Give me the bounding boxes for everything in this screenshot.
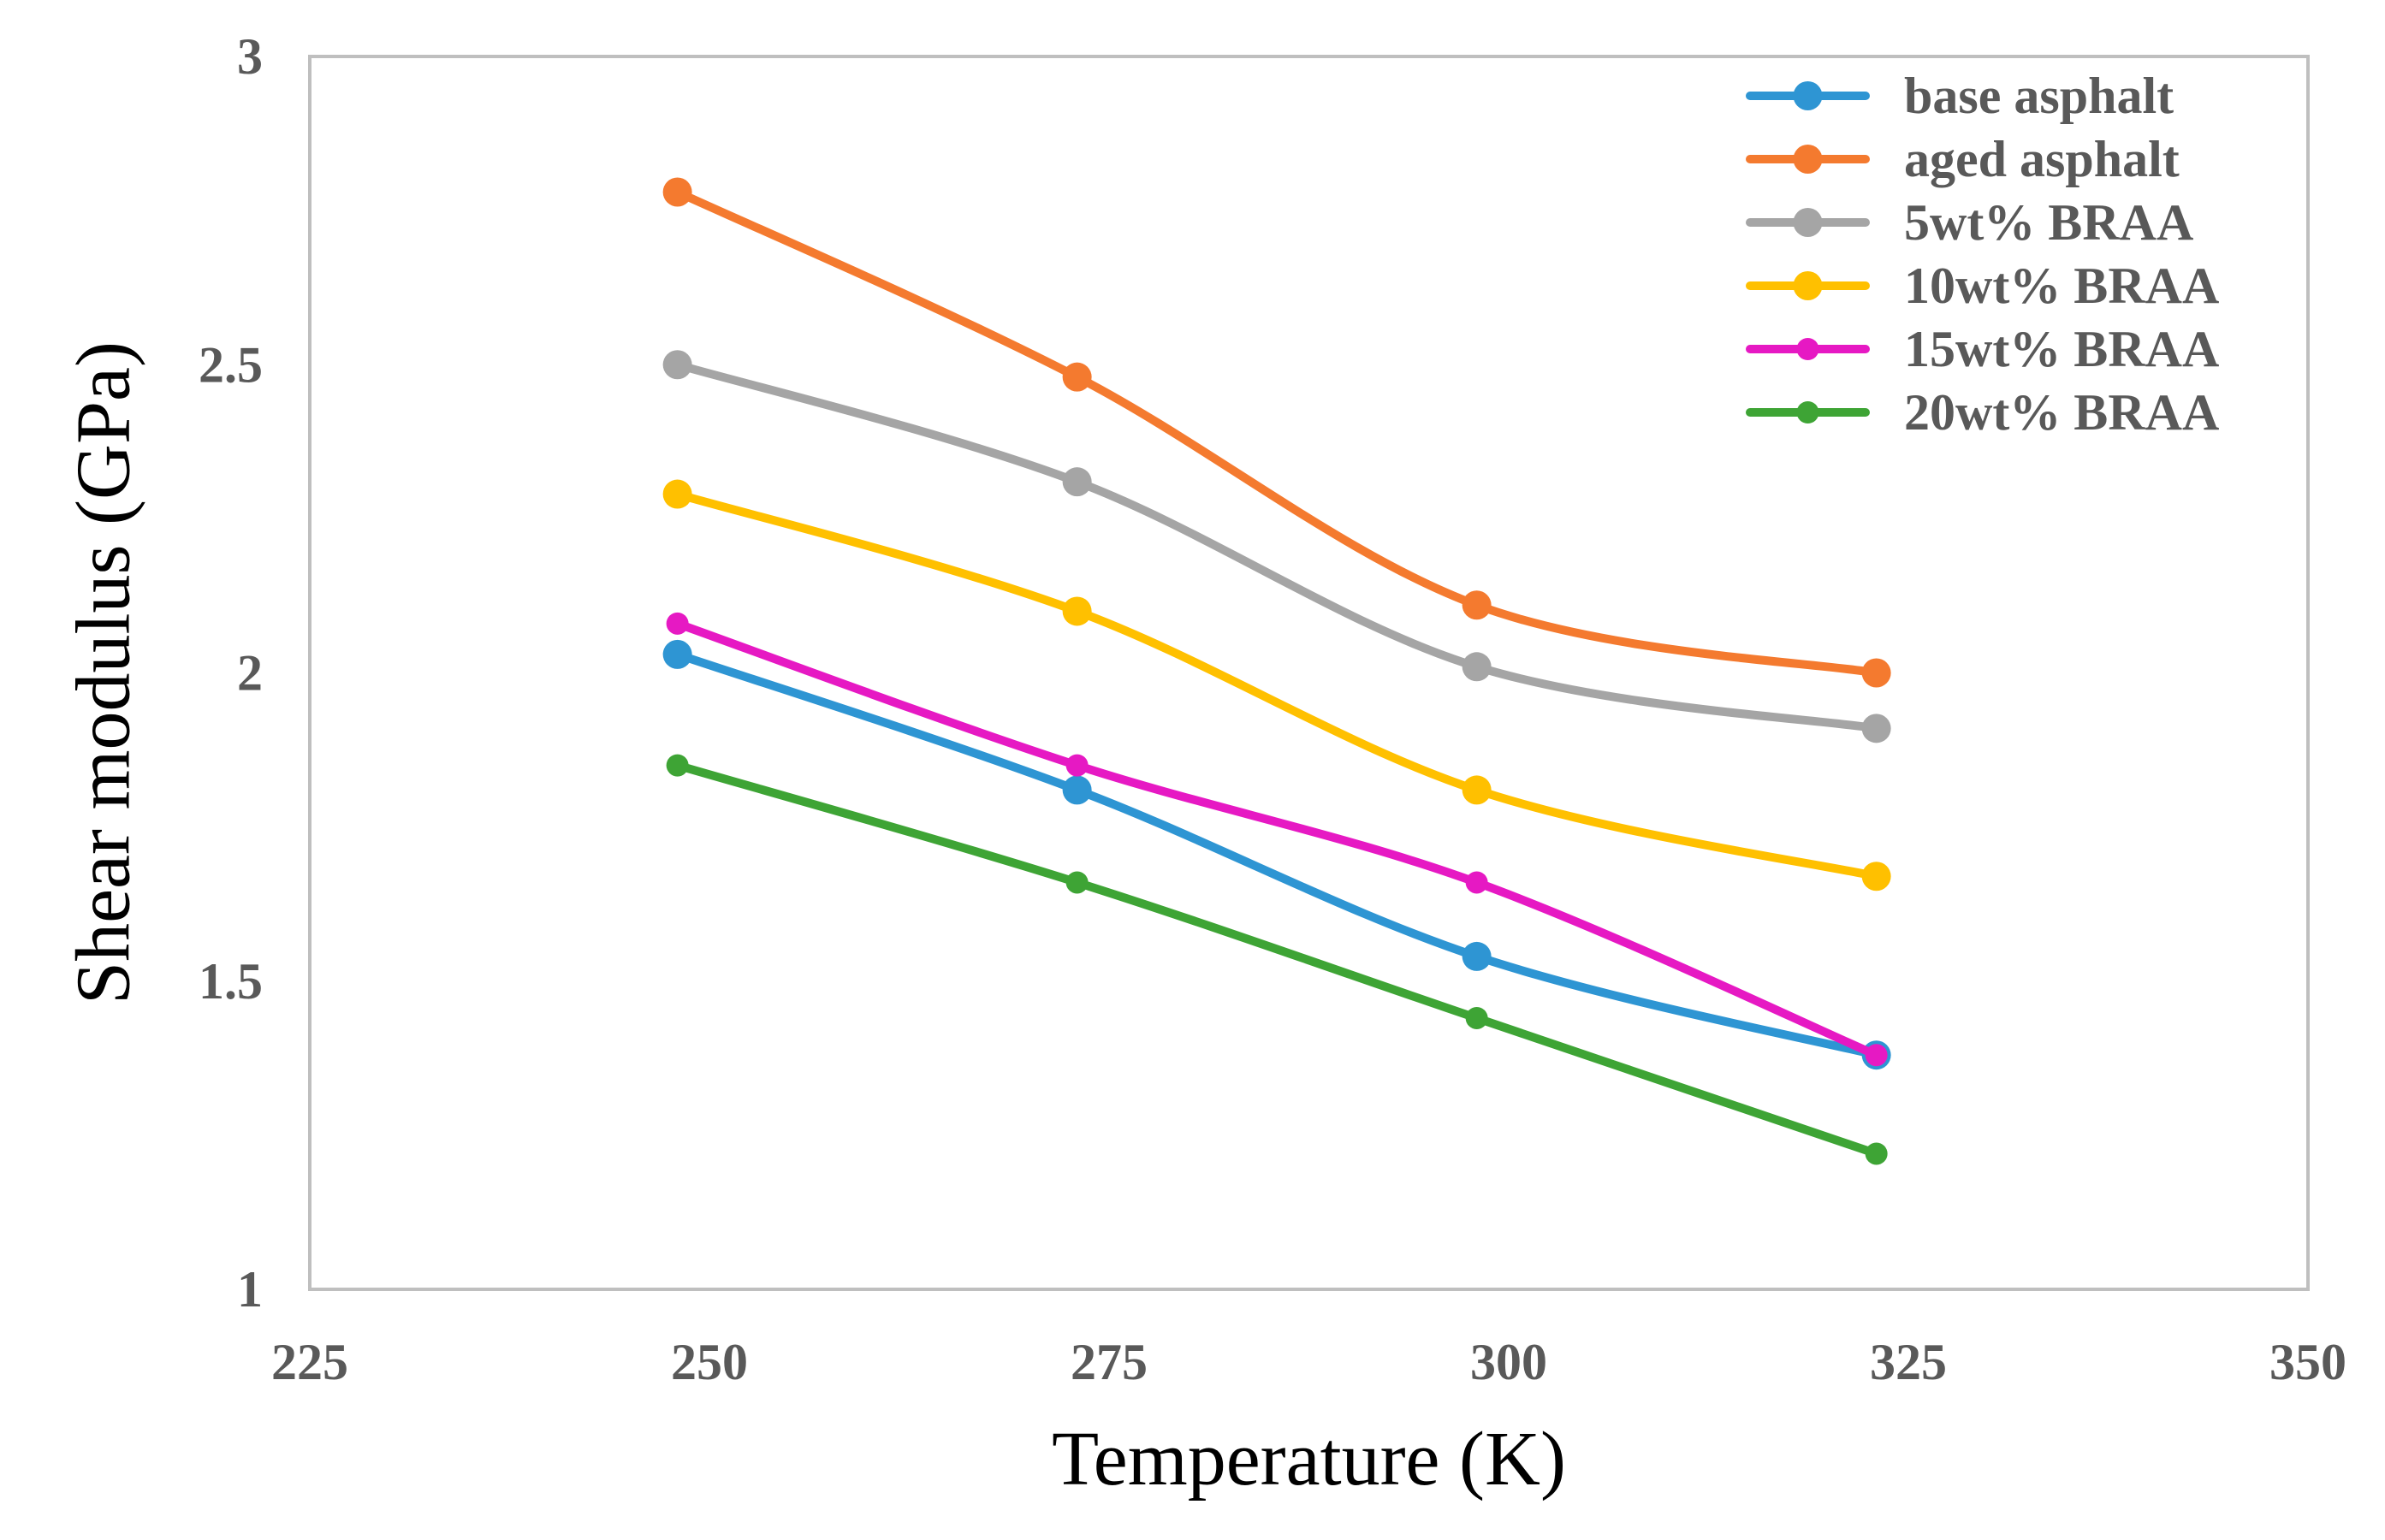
data-point bbox=[1062, 467, 1092, 497]
series-line bbox=[673, 360, 1881, 733]
data-point bbox=[1062, 596, 1092, 626]
legend-item: base asphalt bbox=[1746, 68, 2174, 124]
data-point bbox=[1062, 362, 1092, 392]
x-axis-ticks: 225 250 275 300 325 350 bbox=[271, 1334, 2346, 1390]
data-point bbox=[1861, 658, 1891, 688]
series-layer bbox=[662, 177, 1891, 1165]
series-line bbox=[673, 489, 1881, 881]
legend-item: 15wt% BRAA bbox=[1746, 321, 2219, 377]
series-line bbox=[673, 187, 1881, 678]
data-point bbox=[1465, 1006, 1488, 1029]
legend-marker bbox=[1793, 145, 1823, 174]
legend-label: 15wt% BRAA bbox=[1904, 321, 2219, 377]
series-5wtpct-braa bbox=[662, 350, 1891, 743]
y-tick-label: 1.5 bbox=[199, 953, 263, 1010]
data-point bbox=[1465, 871, 1488, 894]
legend-marker bbox=[1796, 338, 1819, 360]
data-point bbox=[1462, 941, 1492, 971]
data-point bbox=[662, 639, 692, 669]
y-tick-label: 3 bbox=[237, 28, 263, 85]
x-tick-label: 300 bbox=[1470, 1334, 1547, 1390]
legend-item: 10wt% BRAA bbox=[1746, 258, 2219, 314]
y-tick-label: 2 bbox=[237, 645, 263, 702]
x-axis-title: Temperature (K) bbox=[1052, 1417, 1566, 1502]
legend-item: 5wt% BRAA bbox=[1746, 194, 2193, 251]
data-point bbox=[1861, 862, 1891, 891]
plot-area-border bbox=[308, 55, 2310, 1291]
y-tick-label: 1 bbox=[237, 1261, 263, 1318]
x-tick-label: 250 bbox=[671, 1334, 748, 1390]
series-line bbox=[673, 761, 1881, 1158]
data-point bbox=[662, 177, 692, 207]
data-point bbox=[1062, 775, 1092, 805]
series-aged-asphalt bbox=[662, 177, 1891, 688]
series-line bbox=[673, 619, 1881, 1060]
y-tick-label: 2.5 bbox=[199, 336, 263, 393]
x-tick-label: 225 bbox=[271, 1334, 348, 1390]
legend: base asphalt aged asphalt 5wt% BRAA 10wt% B… bbox=[1746, 68, 2219, 441]
legend-label: 5wt% BRAA bbox=[1904, 194, 2193, 251]
data-point bbox=[666, 754, 689, 777]
data-point bbox=[666, 612, 689, 635]
y-axis-ticks: 1 1.5 2 2.5 3 bbox=[199, 28, 263, 1318]
data-point bbox=[662, 350, 692, 380]
data-point bbox=[1861, 714, 1891, 743]
x-tick-label: 325 bbox=[1870, 1334, 1947, 1390]
data-point bbox=[1865, 1044, 1888, 1067]
series-15wtpct-braa bbox=[666, 612, 1888, 1067]
series-line bbox=[673, 649, 1881, 1060]
legend-label: 20wt% BRAA bbox=[1904, 384, 2219, 441]
data-point bbox=[1065, 871, 1089, 894]
legend-label: aged asphalt bbox=[1904, 131, 2180, 187]
x-tick-label: 350 bbox=[2269, 1334, 2346, 1390]
data-point bbox=[1065, 754, 1089, 777]
data-point bbox=[662, 479, 692, 509]
data-point bbox=[1462, 775, 1492, 805]
legend-marker bbox=[1793, 81, 1823, 110]
x-tick-label: 275 bbox=[1071, 1334, 1148, 1390]
legend-item: aged asphalt bbox=[1746, 131, 2180, 187]
legend-label: base asphalt bbox=[1904, 68, 2174, 124]
y-axis-title: Shear modulus (GPa) bbox=[62, 341, 146, 1004]
series-20wtpct-braa bbox=[666, 754, 1888, 1165]
data-point bbox=[1462, 652, 1492, 682]
legend-item: 20wt% BRAA bbox=[1746, 384, 2219, 441]
legend-marker bbox=[1793, 208, 1823, 237]
series-10wtpct-braa bbox=[662, 479, 1891, 891]
data-point bbox=[1865, 1142, 1888, 1165]
data-point bbox=[1462, 590, 1492, 620]
legend-marker bbox=[1793, 271, 1823, 300]
legend-marker bbox=[1796, 401, 1819, 424]
legend-label: 10wt% BRAA bbox=[1904, 258, 2219, 314]
